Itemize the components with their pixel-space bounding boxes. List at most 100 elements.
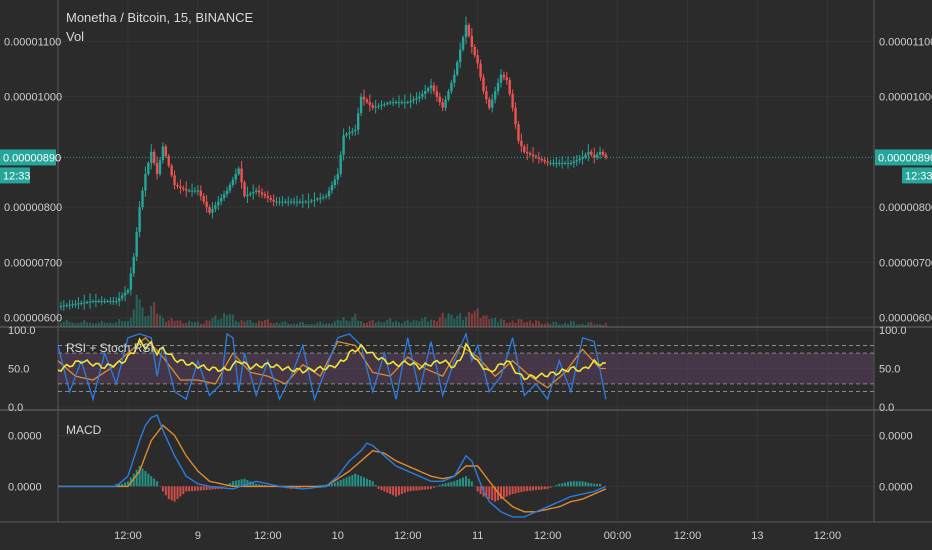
volume-bar bbox=[569, 320, 572, 327]
volume-bar bbox=[228, 314, 231, 327]
macd-histogram-bar bbox=[118, 483, 121, 487]
volume-bar bbox=[83, 320, 86, 327]
candle-body bbox=[339, 154, 342, 174]
candle-body bbox=[74, 303, 77, 305]
candle-body bbox=[231, 179, 235, 186]
volume-legend[interactable]: Vol bbox=[66, 29, 84, 44]
time-axis[interactable]: 12:00 9 12:00 10 12:00 11 12:00 00:00 12:00 13 12:… bbox=[114, 530, 841, 542]
candle-body bbox=[409, 100, 412, 103]
volume-bar bbox=[275, 322, 278, 327]
candle-body bbox=[126, 289, 130, 293]
candle-body bbox=[418, 96, 421, 99]
candle-body bbox=[158, 160, 162, 174]
volume-bar bbox=[395, 320, 398, 327]
volume-bar bbox=[342, 317, 345, 327]
candle-body bbox=[380, 104, 383, 106]
candle-body bbox=[132, 256, 135, 274]
rsi-band bbox=[58, 353, 874, 384]
macd-histogram-bar bbox=[179, 486, 182, 497]
macd-histogram-bar bbox=[593, 483, 596, 487]
candle-body bbox=[103, 301, 106, 303]
candle-body bbox=[292, 201, 296, 203]
candle-body bbox=[537, 157, 541, 159]
price-tick-label: 0.00000700 bbox=[4, 257, 62, 269]
left-price-tag: 0.00000890 12:33 bbox=[0, 149, 61, 184]
macd-histogram-bar bbox=[336, 481, 339, 487]
candle-body bbox=[444, 99, 447, 108]
right-price-axis[interactable]: 0.00001100 0.00001000 0.00000800 0.00000700… bbox=[879, 36, 932, 493]
macd-histogram-bar bbox=[587, 482, 590, 487]
candle-body bbox=[368, 102, 372, 105]
volume-bar bbox=[403, 321, 406, 327]
volume-bar bbox=[100, 320, 103, 327]
volume-bars bbox=[59, 294, 607, 327]
price-tick-label: 0.00001100 bbox=[879, 36, 932, 48]
volume-bar bbox=[371, 319, 374, 327]
candle-body bbox=[502, 74, 506, 78]
volume-bar bbox=[514, 322, 517, 327]
candle-body bbox=[106, 301, 109, 303]
candle-body bbox=[164, 146, 168, 157]
candle-body bbox=[563, 162, 567, 164]
candle-body bbox=[120, 295, 124, 299]
candle-body bbox=[412, 99, 415, 101]
macd-histogram-bar bbox=[552, 486, 555, 487]
candle-body bbox=[246, 194, 249, 197]
candle-body bbox=[167, 156, 170, 166]
macd-histogram-bar bbox=[199, 486, 202, 491]
volume-bar bbox=[427, 321, 430, 327]
price-tick-label: 0.00000700 bbox=[879, 257, 932, 269]
symbol-title[interactable]: Monetha / Bitcoin, 15, BINANCE bbox=[66, 10, 253, 25]
left-price-axis[interactable]: 0.00001100 0.00001000 0.00000800 0.00000700… bbox=[4, 36, 62, 493]
volume-bar bbox=[185, 322, 188, 327]
candle-body bbox=[424, 91, 427, 94]
macd-histogram-bar bbox=[558, 483, 561, 487]
volume-bar bbox=[316, 322, 319, 327]
volume-bar bbox=[532, 323, 535, 327]
candle-body bbox=[85, 301, 89, 303]
rsi-legend[interactable]: RSI + Stoch RSI bbox=[66, 341, 154, 355]
rsi-tick-label: 0.0 bbox=[8, 402, 23, 414]
time-tick-label: 00:00 bbox=[604, 530, 632, 542]
candle-body bbox=[531, 154, 535, 157]
macd-legend[interactable]: MACD bbox=[66, 423, 102, 437]
price-tick-label: 0.00001100 bbox=[4, 36, 61, 48]
macd-histogram-bar bbox=[505, 486, 508, 497]
candle-body bbox=[560, 162, 564, 164]
candle-body bbox=[225, 190, 229, 195]
candle-body bbox=[88, 301, 92, 303]
candle-body bbox=[476, 55, 479, 64]
macd-histogram-bar bbox=[432, 486, 435, 488]
volume-bar bbox=[549, 324, 552, 327]
volume-bar bbox=[377, 321, 380, 327]
macd-histogram-bar bbox=[371, 481, 374, 487]
volume-bar bbox=[336, 319, 339, 327]
candle-body bbox=[377, 105, 380, 107]
volume-bar bbox=[502, 319, 505, 327]
volume-bar bbox=[540, 323, 543, 327]
time-tick-label: 12:00 bbox=[254, 530, 282, 542]
macd-histogram-bar bbox=[261, 484, 263, 487]
volume-bar bbox=[438, 317, 441, 327]
candle-body bbox=[77, 303, 80, 305]
candle-body bbox=[313, 199, 316, 201]
price-tick-label: 0.00000800 bbox=[4, 202, 62, 214]
macd-histogram-bar bbox=[255, 483, 258, 487]
candle-body bbox=[307, 201, 310, 203]
macd-histogram-bar bbox=[208, 486, 211, 490]
macd-line bbox=[58, 414, 607, 518]
macd-histogram-bar bbox=[176, 486, 179, 500]
time-tick-label: 13 bbox=[751, 530, 763, 542]
macd-histogram-bar bbox=[231, 481, 234, 487]
volume-bar bbox=[240, 319, 243, 327]
macd-histogram-bar bbox=[354, 473, 357, 487]
candle-body bbox=[441, 102, 444, 108]
candle-body bbox=[546, 161, 549, 163]
rsi-tick-label: 50.0 bbox=[879, 364, 900, 376]
candle-body bbox=[601, 151, 605, 155]
candle-body bbox=[330, 185, 334, 191]
candle-body bbox=[491, 99, 494, 108]
candle-body bbox=[257, 190, 261, 193]
macd-histogram-bar bbox=[575, 481, 578, 487]
volume-bar bbox=[520, 319, 523, 327]
